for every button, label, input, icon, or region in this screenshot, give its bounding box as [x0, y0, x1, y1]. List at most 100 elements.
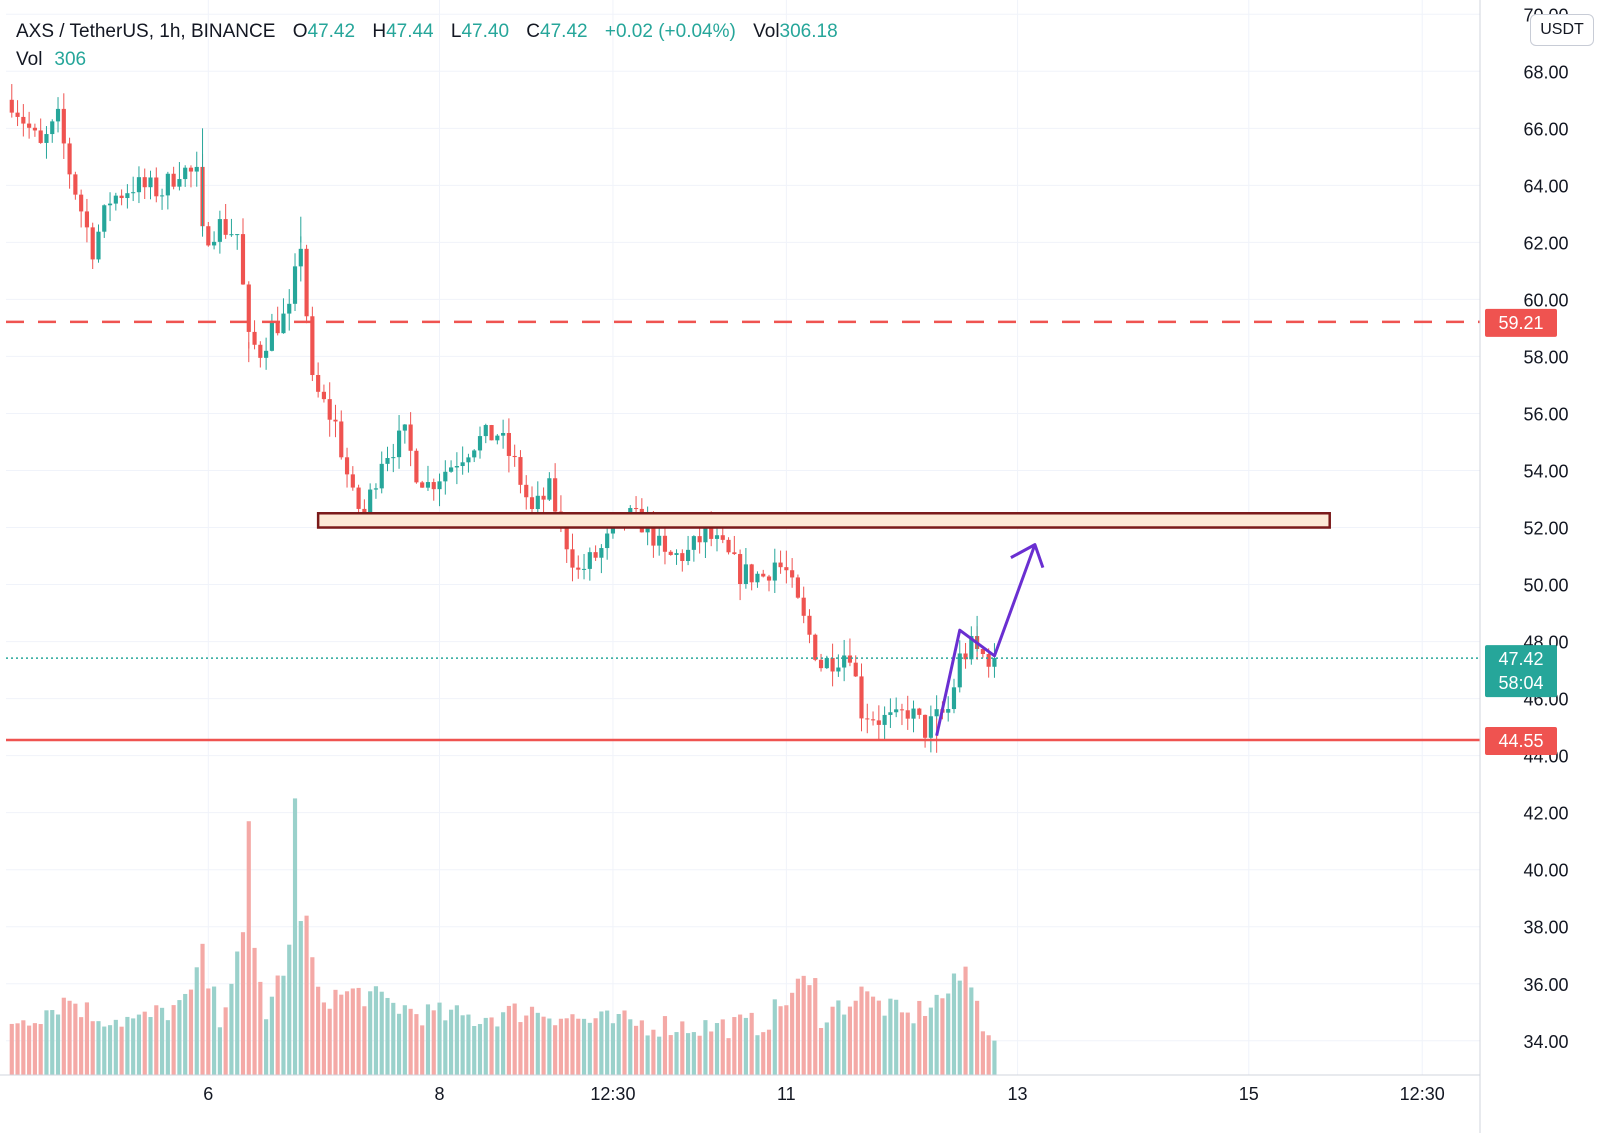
volume-value: 306.18 [779, 21, 838, 42]
volume-bar [21, 1020, 26, 1075]
candle-body [859, 676, 864, 719]
last-price-label-bg [1485, 645, 1557, 698]
candle-body [524, 484, 529, 498]
volume-bar [61, 997, 66, 1075]
candle-body [599, 548, 604, 558]
volume-bar [680, 1021, 685, 1075]
candle-body [876, 720, 881, 725]
volume-bar [223, 1007, 228, 1075]
open-label: O [292, 21, 308, 42]
support-price-label: 44.55 [1485, 726, 1557, 755]
volume-bar [414, 1014, 419, 1075]
resistance-price-label: 59.21 [1485, 308, 1557, 337]
symbol-name[interactable]: AXS / TetherUS, 1h, BINANCE [16, 21, 276, 42]
candle-body [703, 525, 708, 543]
volume-bar [558, 1018, 563, 1075]
volume-bar [963, 966, 968, 1075]
candle-body [541, 495, 546, 500]
volume-bar [813, 978, 818, 1075]
change-value: +0.02 (+0.04%) [604, 21, 736, 42]
volume-bar [27, 1025, 32, 1075]
volume-bar [870, 996, 876, 1075]
price-tick-label: 64.00 [1523, 176, 1568, 196]
candle-body [882, 714, 887, 725]
price-tick-label: 56.00 [1523, 404, 1568, 424]
candle-body [96, 231, 101, 260]
candle-body [183, 167, 188, 180]
volume-bar [986, 1035, 991, 1075]
candle-body [969, 636, 974, 660]
time-axis[interactable]: 6 8 12:30 11 13 15 12:30 [0, 1074, 1480, 1104]
volume-bar [992, 1040, 997, 1075]
candle-body [766, 576, 772, 581]
volume-bar [512, 1003, 517, 1075]
time-tick-label: 12:30 [590, 1084, 635, 1104]
candle-body [518, 457, 523, 485]
volume-bar [96, 1021, 101, 1075]
candle-body [813, 634, 818, 660]
candle-body [761, 573, 766, 577]
volume-bar [969, 987, 974, 1075]
candle-body [420, 482, 425, 488]
volume-bar [709, 1031, 714, 1075]
volume-bars [9, 798, 997, 1075]
candle-body [154, 177, 159, 197]
candle-body [79, 194, 84, 212]
candle-body [570, 549, 575, 568]
volume-bar [605, 1010, 610, 1075]
volume-bar [691, 1032, 696, 1075]
volume-bar [807, 985, 812, 1075]
volume-bar [321, 1002, 327, 1075]
candle-body [477, 436, 483, 451]
volume-bar [212, 986, 217, 1075]
candle-body [686, 549, 691, 562]
volume-bar [743, 1017, 748, 1075]
time-tick-label: 13 [1008, 1084, 1028, 1104]
candle-body [668, 551, 673, 555]
price-axis[interactable]: 34.0036.0038.0040.0042.0044.0046.0048.00… [1479, 0, 1569, 1133]
volume-bar [506, 1005, 511, 1075]
candle-body [44, 134, 49, 143]
volume-bar [587, 1022, 592, 1075]
volume-bar [553, 1025, 558, 1075]
candle-body [298, 248, 303, 267]
candle-body [587, 552, 592, 569]
volume-bar [229, 983, 234, 1075]
volume-bar [385, 997, 390, 1075]
candle-body [55, 108, 61, 122]
volume-bar [518, 1022, 523, 1075]
candle-body [951, 687, 957, 710]
candle-body [344, 457, 350, 475]
currency-button[interactable]: USDT [1530, 14, 1594, 46]
candle-body [165, 173, 170, 196]
volume-bar [183, 993, 188, 1075]
candle-body [691, 536, 696, 550]
low-label: L [450, 21, 462, 42]
volume-bar [824, 1022, 829, 1075]
candle-body [917, 708, 922, 715]
candle-body [807, 615, 812, 635]
volume-bar [136, 1014, 142, 1075]
candle-body [142, 177, 147, 188]
volume-indicator-label[interactable]: Vol [16, 49, 43, 70]
candle-body [529, 497, 535, 510]
candle-body [136, 177, 142, 193]
volume-bar [633, 1025, 639, 1075]
candle-body [946, 709, 951, 713]
candle-body [246, 284, 251, 332]
volume-bar [148, 1017, 153, 1075]
candle-body [443, 471, 448, 482]
candle-body [50, 121, 55, 135]
volume-bar [15, 1023, 20, 1075]
projection-arrow [935, 544, 1037, 736]
support-price-label-text: 44.55 [1498, 731, 1543, 751]
candle-body [986, 654, 991, 667]
volume-bar [391, 1002, 396, 1075]
candle-body [131, 192, 136, 194]
candle-body [576, 567, 581, 570]
candle-body [212, 241, 217, 246]
volume-bar [529, 1006, 535, 1075]
candle-body [790, 570, 795, 578]
volume-bar [645, 1035, 650, 1075]
